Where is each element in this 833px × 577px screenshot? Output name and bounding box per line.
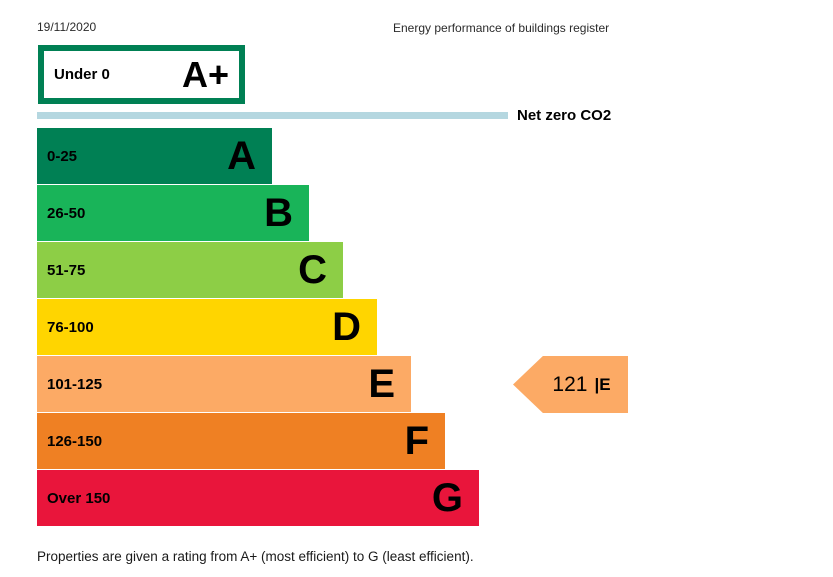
band-f: 126-150 F xyxy=(37,413,445,469)
page-title: Energy performance of buildings register xyxy=(393,21,610,35)
band-range-label: 51-75 xyxy=(47,261,86,279)
band-range-label: 76-100 xyxy=(47,318,94,336)
band-range-label: 126-150 xyxy=(47,432,103,450)
current-rating-band: |E xyxy=(594,374,611,394)
band-c: 51-75 C xyxy=(37,242,343,298)
current-rating-pointer: 121 |E xyxy=(513,356,628,413)
band-e: 101-125 E xyxy=(37,356,411,412)
band-range-label: Over 150 xyxy=(47,489,111,507)
band-range-label: 101-125 xyxy=(47,375,103,393)
band-letter: A xyxy=(227,134,256,178)
band-a: 0-25 A xyxy=(37,128,272,184)
band-b: 26-50 B xyxy=(37,185,309,241)
band-a-plus: Under 0 A+ xyxy=(38,45,245,104)
net-zero-label: Net zero CO2 xyxy=(517,107,612,124)
band-letter: D xyxy=(332,305,361,349)
band-range-label: Under 0 xyxy=(54,66,110,83)
band-d: 76-100 D xyxy=(37,299,377,355)
net-zero-line xyxy=(37,112,508,119)
current-rating-value: 121 xyxy=(552,372,588,396)
report-date: 19/11/2020 xyxy=(37,20,97,34)
band-letter: G xyxy=(431,476,463,520)
band-g: Over 150 G xyxy=(37,470,479,526)
band-letter: C xyxy=(298,248,327,292)
band-letter: F xyxy=(404,419,429,463)
band-range-label: 0-25 xyxy=(47,147,78,165)
band-letter: A+ xyxy=(181,53,229,95)
band-letter: E xyxy=(368,362,395,406)
band-range-label: 26-50 xyxy=(47,204,86,222)
band-letter: B xyxy=(264,191,293,235)
rating-footnote: Properties are given a rating from A+ (m… xyxy=(37,549,474,564)
